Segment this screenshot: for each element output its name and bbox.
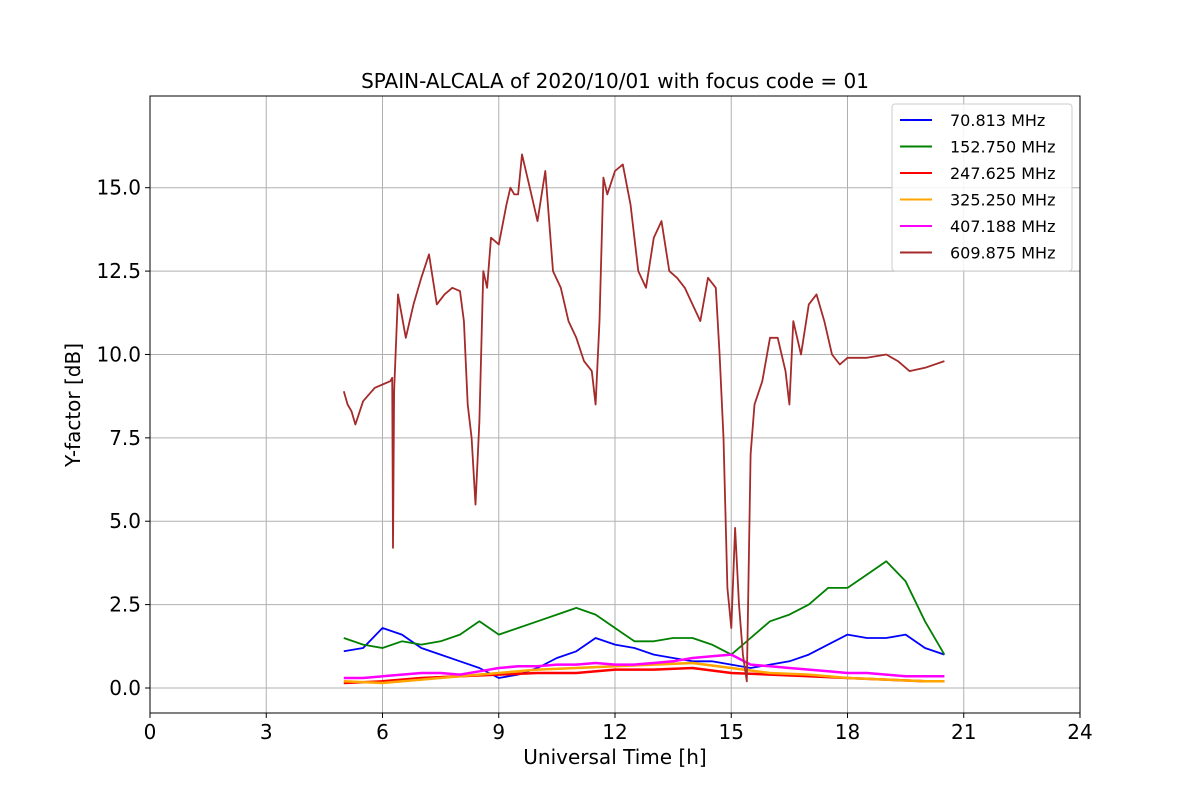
legend: 70.813 MHz 152.750 MHz 247.625 MHz 325.250 … — [891, 103, 1073, 272]
y-tick-label: 5.0 — [109, 509, 141, 533]
legend-label: 609.875 MHz — [950, 244, 1055, 263]
x-tick-label: 18 — [835, 720, 860, 744]
series-line-1 — [343, 627, 945, 679]
x-tick-label: 24 — [1067, 720, 1092, 744]
plot-lines — [342, 153, 946, 685]
legend-label: 407.188 MHz — [950, 217, 1055, 236]
x-tick-label: 15 — [719, 720, 744, 744]
x-tick-label: 0 — [144, 720, 157, 744]
series-line-5 — [343, 653, 945, 680]
series-line-6 — [342, 153, 945, 683]
grid — [149, 96, 1081, 713]
y-tick-label: 0.0 — [109, 676, 141, 700]
x-tick-label: 21 — [951, 720, 976, 744]
series-line-4 — [343, 661, 945, 685]
legend-label: 325.250 MHz — [950, 191, 1055, 210]
y-axis-label: Y-factor [dB] — [61, 343, 85, 468]
legend-label: 247.625 MHz — [950, 164, 1055, 183]
legend-label: 70.813 MHz — [950, 111, 1045, 130]
legend-box — [891, 103, 1073, 272]
y-tick-label: 7.5 — [109, 426, 141, 450]
x-axis-label: Universal Time [h] — [523, 745, 706, 769]
y-axis-ticks: 0.0 2.5 5.0 7.5 10.0 12.5 15.0 — [96, 176, 150, 700]
x-tick-label: 6 — [376, 720, 389, 744]
y-tick-label: 10.0 — [96, 342, 141, 366]
y-tick-label: 15.0 — [96, 176, 141, 200]
x-tick-label: 9 — [492, 720, 505, 744]
legend-label: 152.750 MHz — [950, 138, 1055, 157]
x-axis-ticks: 0 3 6 9 12 15 18 21 24 — [144, 713, 1093, 744]
series-line-3 — [343, 666, 945, 685]
chart-title: SPAIN-ALCALA of 2020/10/01 with focus co… — [361, 69, 869, 93]
y-tick-label: 2.5 — [109, 593, 141, 617]
series-line-2 — [343, 560, 946, 656]
x-tick-label: 12 — [602, 720, 627, 744]
x-tick-label: 3 — [260, 720, 273, 744]
y-tick-label: 12.5 — [96, 259, 141, 283]
